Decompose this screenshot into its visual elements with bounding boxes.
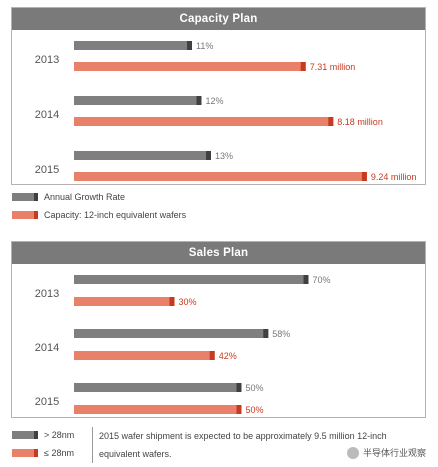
bar-cap [169,297,175,306]
bar-cap [209,351,215,360]
shipment-note: 2015 wafer shipment is expected to be ap… [92,427,429,463]
bar-gray [74,41,192,50]
bar-cap [300,62,306,71]
bar-cap [206,151,211,160]
bar-gray [74,151,211,160]
legend-item-gt28: > 28nm [12,428,74,442]
watermark-text: 半导体行业观察 [362,448,426,458]
sales-plan-title: Sales Plan [12,242,425,264]
bar-cap [236,383,242,392]
legend-label: > 28nm [44,430,75,440]
sales-plan-chart: 2013 70% 30% 2014 58% 42% 2015 50% 50% [35,275,331,415]
legend-swatch-orange [12,211,38,219]
year-label: 2014 [35,342,59,354]
bar-orange [74,405,242,414]
year-label: 2013 [35,54,59,66]
bar-gray [74,275,309,284]
data-label: 7.31 million [310,62,356,72]
bar-gray [74,96,202,105]
data-label: 70% [313,275,331,285]
capacity-plan-panel: Capacity Plan 2013 11% 7.31 million 2014 12%… [11,7,426,185]
bar-cap [187,41,192,50]
data-label: 9.24 million [371,172,417,182]
capacity-legend: Annual Growth Rate Capacity: 12-inch equ… [12,190,186,226]
legend-swatch-gray [12,431,38,439]
data-label: 50% [246,383,264,393]
data-label: 13% [215,151,233,161]
data-label: 30% [179,297,197,307]
legend-label: ≤ 28nm [44,448,74,458]
wechat-icon [346,446,359,459]
bar-cap [236,405,242,414]
year-label: 2014 [35,109,59,121]
sales-plan-panel: Sales Plan 2013 70% 30% 2014 58% 42% 2015 50% 50… [11,241,426,418]
bar-orange [74,117,334,126]
data-label: 50% [246,405,264,415]
bar-orange [74,297,175,306]
data-label: 8.18 million [337,117,383,127]
bar-cap [328,117,334,126]
capacity-plan-title: Capacity Plan [12,8,425,30]
legend-swatch-gray [12,193,38,201]
legend-item-growth: Annual Growth Rate [12,190,186,204]
legend-item-le28: ≤ 28nm [12,446,74,460]
legend-swatch-orange [12,449,38,457]
bar-orange [74,172,367,181]
bar-orange [74,351,215,360]
data-label: 58% [272,329,290,339]
legend-label: Capacity: 12-inch equivalent wafers [44,210,187,220]
data-label: 12% [206,96,224,106]
bar-gray [74,329,269,338]
year-label: 2013 [35,288,59,300]
year-label: 2015 [35,164,59,176]
bar-orange [74,62,306,71]
data-label: 11% [196,41,213,51]
data-label: 42% [219,351,237,361]
bar-cap [196,96,202,105]
bar-cap [303,275,309,284]
legend-item-capacity: Capacity: 12-inch equivalent wafers [12,208,186,222]
legend-label: Annual Growth Rate [44,192,126,202]
bar-cap [263,329,269,338]
sales-legend: > 28nm ≤ 28nm [12,428,74,464]
year-label: 2015 [35,396,59,408]
bar-gray [74,383,242,392]
watermark: 半导体行业观察 [346,446,426,459]
bar-cap [361,172,367,181]
capacity-plan-chart: 2013 11% 7.31 million 2014 12% 8.18 million 20… [35,41,417,182]
